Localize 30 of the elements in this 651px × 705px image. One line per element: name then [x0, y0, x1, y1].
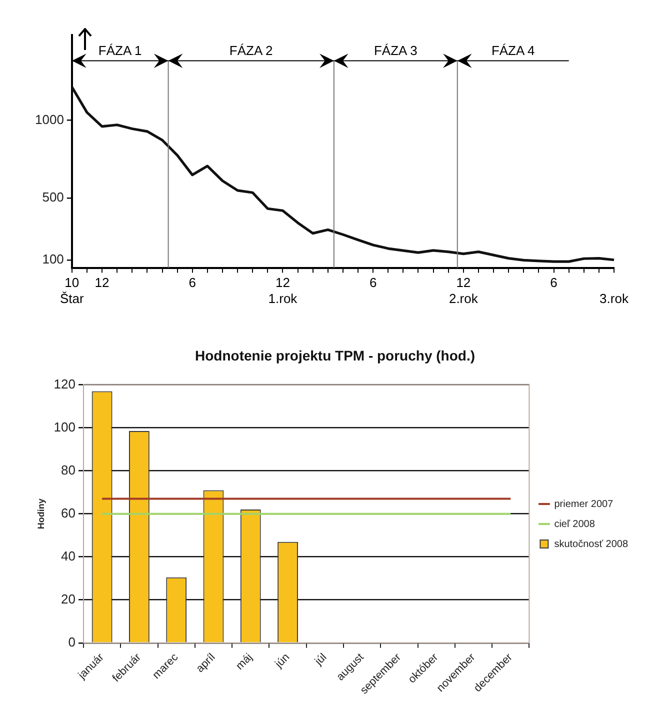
x-tick-label: 10 Štar — [60, 275, 85, 306]
y-tick-label: 40 — [61, 548, 76, 564]
legend-label: priemer 2007 — [554, 498, 614, 510]
y-tick-label: 120 — [54, 376, 76, 392]
annotation: FÁZA 3 — [374, 42, 418, 58]
annotation: FÁZA 1 — [98, 42, 142, 58]
x-tick-label: 6 — [550, 275, 558, 290]
x-tick-label: 12 2.rok — [448, 275, 478, 306]
x-tick-label: 6 — [369, 275, 377, 290]
x-tick-label: 12 — [94, 275, 110, 290]
x-tick-label: 12 1.rok — [268, 275, 298, 306]
x-tick-label: 3.rok — [600, 290, 629, 306]
x-tick-label: 6 — [188, 275, 196, 290]
x-tick-label: máj — [234, 651, 255, 672]
legend-label: cieľ 2008 — [554, 518, 596, 530]
y-tick-label: 80 — [61, 462, 76, 478]
y-tick-label: 20 — [61, 591, 76, 606]
y-axis-title: Hodiny — [36, 498, 46, 530]
y-tick-label: 500 — [42, 189, 64, 204]
x-tick-label: jún — [272, 651, 292, 671]
y-tick-label: 1000 — [35, 112, 64, 127]
annotation: FÁZA 4 — [491, 42, 535, 58]
x-tick-label: júl — [312, 651, 330, 668]
y-tick-label: 100 — [42, 252, 64, 267]
y-tick-label: 100 — [54, 419, 76, 434]
y-tick-label: 60 — [61, 505, 76, 520]
y-tick-label: 0 — [68, 634, 76, 650]
legend-label: skutočnosť 2008 — [554, 538, 628, 550]
chart-title: Hodnotenie projektu TPM - poruchy (hod.) — [195, 347, 475, 364]
annotation: FÁZA 2 — [229, 42, 273, 58]
